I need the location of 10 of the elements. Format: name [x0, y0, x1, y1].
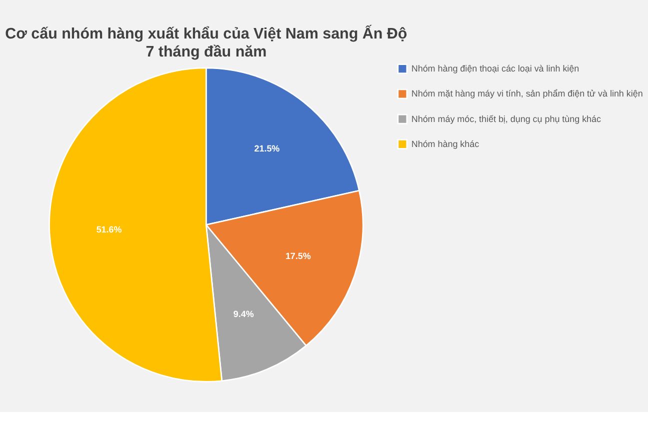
legend-label: Nhóm mặt hàng máy vi tính, sản phẩm điện tử và linh kiện	[411, 88, 643, 99]
chart-subtitle: 7 tháng đầu năm	[146, 43, 267, 60]
legend-label: Nhóm hàng khác	[411, 138, 480, 149]
data-label: 9.4%	[233, 309, 254, 320]
data-label: 51.6%	[96, 224, 122, 234]
legend-label: Nhóm máy móc, thiết bị, dụng cụ phụ tùng khác	[411, 114, 602, 124]
data-label: 21.5%	[254, 144, 280, 154]
data-label: 17.5%	[285, 251, 311, 262]
chart-title: Cơ cấu nhóm hàng xuất khẩu của Việt Nam sang Ấn Độ	[5, 24, 408, 42]
legend-label: Nhóm hàng điện thoại các loại và linh kiện	[411, 64, 580, 74]
